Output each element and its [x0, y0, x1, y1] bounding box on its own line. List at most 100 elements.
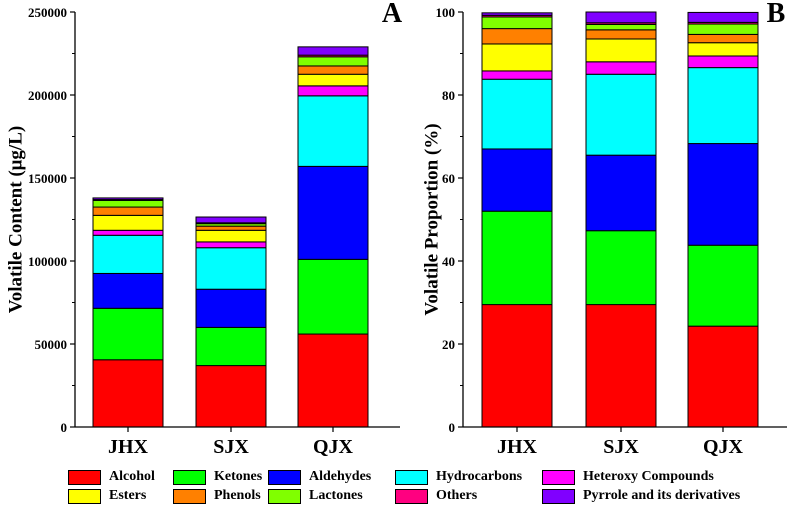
legend-swatch-others	[395, 488, 428, 504]
bar-segment-jhx-aldehydes	[92, 272, 164, 309]
bar-segment-jhx-ketones	[92, 307, 164, 361]
legend-label-lactones: Lactones	[309, 488, 363, 503]
bar-segment-qjx-heteroxy-compounds	[297, 85, 369, 97]
panel-label-b: B	[767, 0, 786, 29]
y-tick-label: 0	[61, 420, 68, 435]
y-tick-label: 0	[449, 420, 456, 435]
bar-segment-qjx-pyrrole-and-its-derivatives	[297, 46, 369, 56]
legend-item-esters: Esters	[68, 487, 146, 505]
bar-segment-jhx-ketones	[481, 210, 553, 306]
bar-segment-jhx-heteroxy-compounds	[92, 229, 164, 236]
legend-item-alcohol: Alcohol	[68, 468, 155, 486]
bar-segment-jhx-pyrrole-and-its-derivatives	[481, 12, 553, 16]
bar-segment-jhx-esters	[92, 214, 164, 231]
bar-segment-sjx-heteroxy-compounds	[585, 61, 657, 75]
y-tick-label: 100	[436, 5, 456, 20]
y-tick-label: 60	[442, 171, 455, 186]
y-axis-title: Volatile Proportion (%)	[422, 123, 443, 315]
legend-item-lactones: Lactones	[268, 487, 363, 505]
bar-segment-sjx-alcohol	[195, 365, 267, 428]
legend-label-heteroxy-compounds: Heteroxy Compounds	[583, 469, 714, 484]
legend-item-heteroxy-compounds: Heteroxy Compounds	[542, 468, 714, 486]
y-tick-label: 40	[442, 254, 455, 269]
chart-panel-b: 0 20 40 60 80 100 JHX SJX QJX Volatile Proportion…	[422, 0, 787, 458]
legend-item-hydrocarbons: Hydrocarbons	[395, 468, 522, 486]
legend-swatch-lactones	[268, 488, 301, 504]
legend-label-hydrocarbons: Hydrocarbons	[436, 469, 523, 484]
x-tick-label-sjx: SJX	[603, 436, 639, 458]
bar-segment-jhx-alcohol	[481, 304, 553, 428]
legend-swatch-aldehydes	[268, 469, 301, 485]
legend-swatch-phenols	[173, 488, 206, 504]
legend-label-aldehydes: Aldehydes	[309, 469, 372, 484]
y-axis-title: Volatile Content (μg/L)	[6, 126, 27, 313]
bar-segment-qjx-heteroxy-compounds	[687, 55, 759, 69]
bar-segment-sjx-pyrrole-and-its-derivatives	[195, 216, 267, 224]
x-tick-label-jhx: JHX	[108, 436, 149, 458]
legend-item-phenols: Phenols	[173, 487, 261, 505]
legend-swatch-alcohol	[68, 469, 101, 485]
bar-segment-sjx-lactones	[585, 23, 657, 31]
x-tick-label-jhx: JHX	[497, 436, 538, 458]
y-tick-label: 200000	[28, 88, 67, 103]
legend-label-ketones: Ketones	[214, 469, 263, 484]
legend-label-phenols: Phenols	[214, 488, 261, 503]
bar-segment-qjx-ketones	[687, 244, 759, 327]
legend-swatch-pyrrole-and-its-derivatives	[542, 488, 575, 504]
bar-segment-jhx-hydrocarbons	[92, 234, 164, 274]
bar-segment-sjx-pyrrole-and-its-derivatives	[585, 11, 657, 24]
bar-segment-sjx-hydrocarbons	[195, 247, 267, 290]
bar-segment-jhx-lactones	[92, 199, 164, 208]
legend-swatch-hydrocarbons	[395, 469, 428, 485]
bar-segment-jhx-aldehydes	[481, 148, 553, 212]
legend-item-others: Others	[395, 487, 477, 505]
y-tick-label: 100000	[28, 254, 67, 269]
bar-segment-sjx-ketones	[195, 326, 267, 367]
bar-segment-sjx-aldehydes	[585, 154, 657, 232]
bar-segment-qjx-phenols	[687, 33, 759, 44]
bar-segment-qjx-alcohol	[297, 333, 369, 428]
bar-segment-qjx-hydrocarbons	[687, 67, 759, 145]
bar-segment-sjx-esters	[195, 229, 267, 243]
bar-segment-jhx-pyrrole-and-its-derivatives	[92, 197, 164, 201]
legend: Alcohol Ketones Aldehydes Hydrocarbons H…	[68, 466, 783, 504]
bar-segment-sjx-phenols	[195, 225, 267, 231]
bar-segment-jhx-esters	[481, 43, 553, 72]
bar-segment-qjx-phenols	[297, 65, 369, 75]
bar-segment-qjx-lactones	[687, 23, 759, 35]
bar-segment-qjx-esters	[687, 42, 759, 57]
bar-segment-sjx-phenols	[585, 29, 657, 40]
y-tick-label: 80	[442, 88, 455, 103]
bar-segment-qjx-esters	[297, 73, 369, 87]
bar-segment-jhx-phenols	[481, 28, 553, 45]
y-tick-label: 50000	[35, 337, 68, 352]
y-tick-label: 250000	[28, 5, 67, 20]
legend-label-esters: Esters	[109, 488, 147, 503]
bar-segment-qjx-aldehydes	[687, 143, 759, 246]
bar-segment-sjx-aldehydes	[195, 288, 267, 328]
bar-segment-jhx-lactones	[481, 16, 553, 30]
bar-segment-qjx-lactones	[297, 56, 369, 67]
bar-segment-qjx-alcohol	[687, 325, 759, 428]
legend-item-aldehydes: Aldehydes	[268, 468, 371, 486]
legend-item-pyrrole-and-its-derivatives: Pyrrole and its derivatives	[542, 487, 740, 505]
panel-label-a: A	[382, 0, 403, 29]
y-tick-label: 150000	[28, 171, 67, 186]
legend-label-pyrrole-and-its-derivatives: Pyrrole and its derivatives	[583, 488, 741, 503]
bar-segment-jhx-hydrocarbons	[481, 78, 553, 150]
bar-segment-qjx-ketones	[297, 258, 369, 335]
y-tick-label: 20	[442, 337, 455, 352]
bar-segment-qjx-aldehydes	[297, 165, 369, 260]
bar-segment-jhx-heteroxy-compounds	[481, 70, 553, 80]
bar-segment-sjx-esters	[585, 38, 657, 63]
legend-swatch-heteroxy-compounds	[542, 469, 575, 485]
bar-segment-sjx-ketones	[585, 230, 657, 306]
legend-swatch-ketones	[173, 469, 206, 485]
chart-panel-a: 0 50000 100000 150000 200000 250000 JHX SJX QJX V…	[6, 0, 403, 458]
x-tick-label-qjx: QJX	[313, 436, 354, 458]
bar-segment-sjx-hydrocarbons	[585, 73, 657, 156]
bar-segment-jhx-alcohol	[92, 359, 164, 428]
legend-label-alcohol: Alcohol	[109, 469, 155, 484]
bar-segment-sjx-alcohol	[585, 304, 657, 428]
